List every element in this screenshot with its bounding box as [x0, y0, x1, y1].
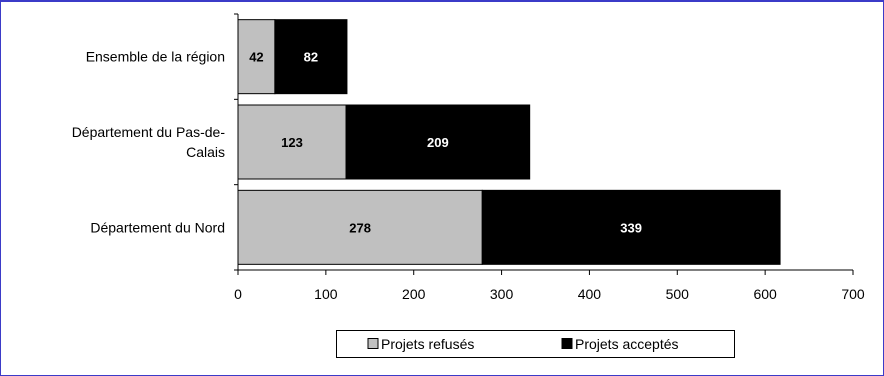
x-tick-label: 300 — [490, 286, 514, 302]
category-label-departement-du-pas-de-calais: Département du Pas-de- Calais — [72, 124, 226, 160]
category-label-ensemble-de-la-region: Ensemble de la région — [86, 49, 225, 65]
x-tick-label: 500 — [666, 286, 690, 302]
category-label-line: Département du Pas-de- — [72, 124, 226, 140]
x-tick-label: 400 — [578, 286, 602, 302]
category-label-line: Calais — [186, 144, 225, 160]
category-label-line: Département du Nord — [90, 219, 225, 235]
category-labels: Ensemble de la région Département du Pas-… — [72, 49, 226, 236]
bars-group: 42 82 123 209 278 339 — [238, 20, 780, 265]
data-label: 82 — [304, 50, 318, 65]
legend: Projets refusés Projets acceptés — [337, 331, 735, 358]
x-tick-label: 600 — [753, 286, 777, 302]
legend-label-projets-acceptes: Projets acceptés — [575, 336, 679, 352]
data-label: 209 — [427, 135, 449, 150]
category-label-line: Ensemble de la région — [86, 49, 225, 65]
legend-label-projets-refuses: Projets refusés — [381, 336, 474, 352]
category-label-departement-du-nord: Département du Nord — [90, 219, 225, 235]
x-tick-label: 0 — [234, 286, 242, 302]
x-tick-label: 200 — [402, 286, 426, 302]
data-label: 278 — [349, 220, 371, 235]
x-tick-label: 100 — [314, 286, 338, 302]
data-label: 123 — [281, 135, 303, 150]
data-label: 339 — [620, 220, 642, 235]
legend-swatch-projets-acceptes — [562, 339, 572, 349]
x-tick-label: 700 — [841, 286, 865, 302]
data-label: 42 — [249, 50, 263, 65]
legend-swatch-projets-refuses — [368, 339, 378, 349]
